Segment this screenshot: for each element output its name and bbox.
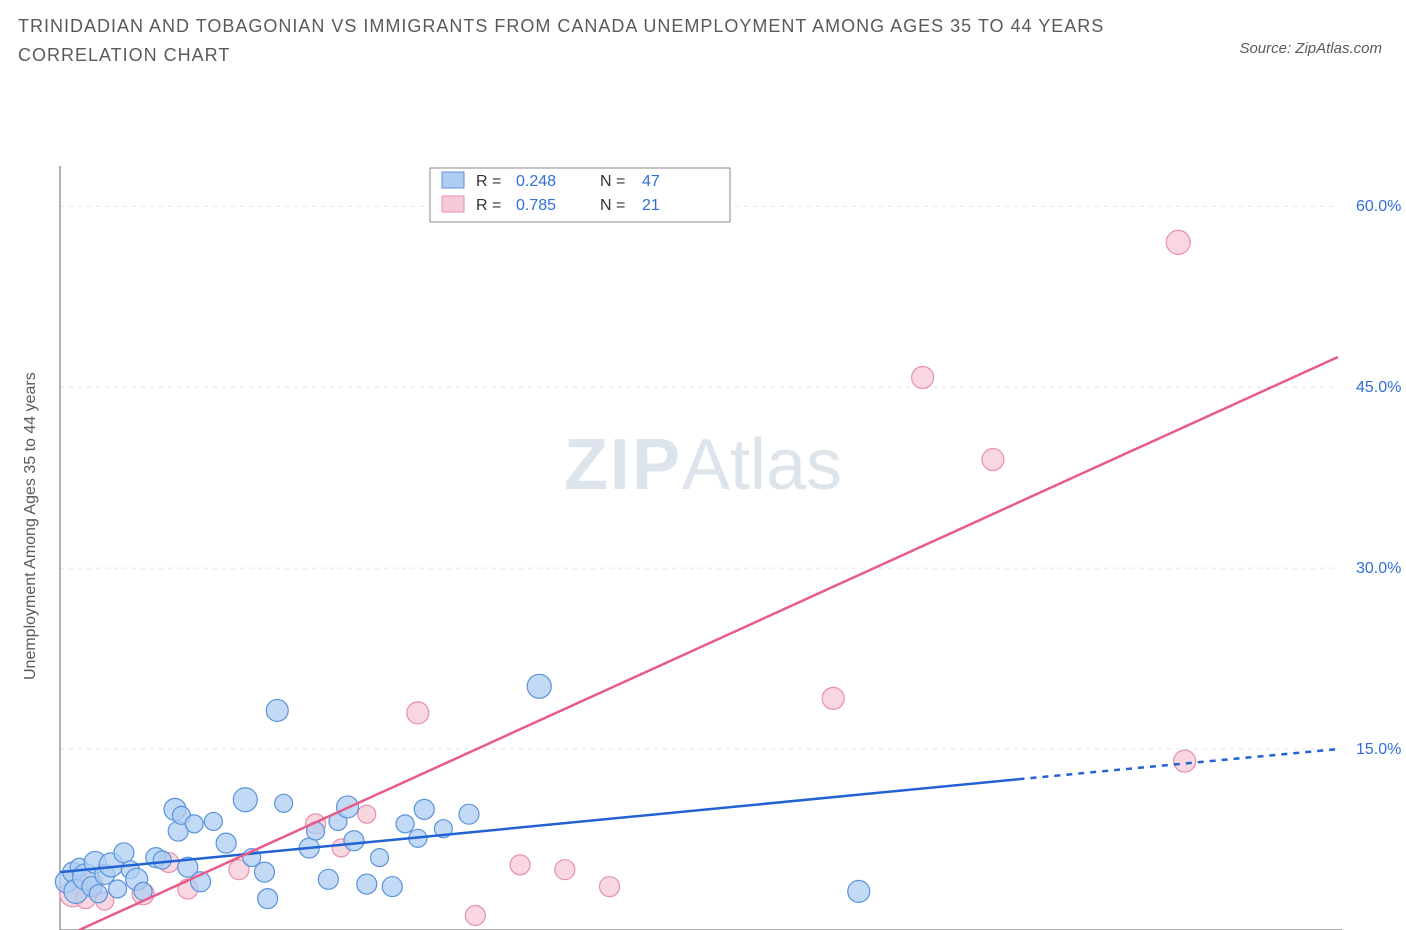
svg-text:60.0%: 60.0%	[1356, 198, 1401, 215]
svg-text:30.0%: 30.0%	[1356, 560, 1401, 577]
svg-text:47: 47	[642, 173, 660, 190]
source-credit: Source: ZipAtlas.com	[1239, 40, 1382, 57]
svg-text:R =: R =	[476, 197, 501, 214]
svg-text:0.248: 0.248	[516, 173, 556, 190]
svg-text:0.785: 0.785	[516, 197, 556, 214]
svg-text:45.0%: 45.0%	[1356, 379, 1401, 396]
svg-text:N =: N =	[600, 173, 625, 190]
svg-text:15.0%: 15.0%	[1356, 741, 1401, 758]
chart-title: TRINIDADIAN AND TOBAGONIAN VS IMMIGRANTS…	[18, 12, 1118, 70]
svg-text:R =: R =	[476, 173, 501, 190]
svg-text:21: 21	[642, 197, 660, 214]
scatter-plot: 15.0%30.0%45.0%60.0%0.0%20.0%R =0.248N =…	[0, 80, 1406, 930]
svg-text:N =: N =	[600, 197, 625, 214]
